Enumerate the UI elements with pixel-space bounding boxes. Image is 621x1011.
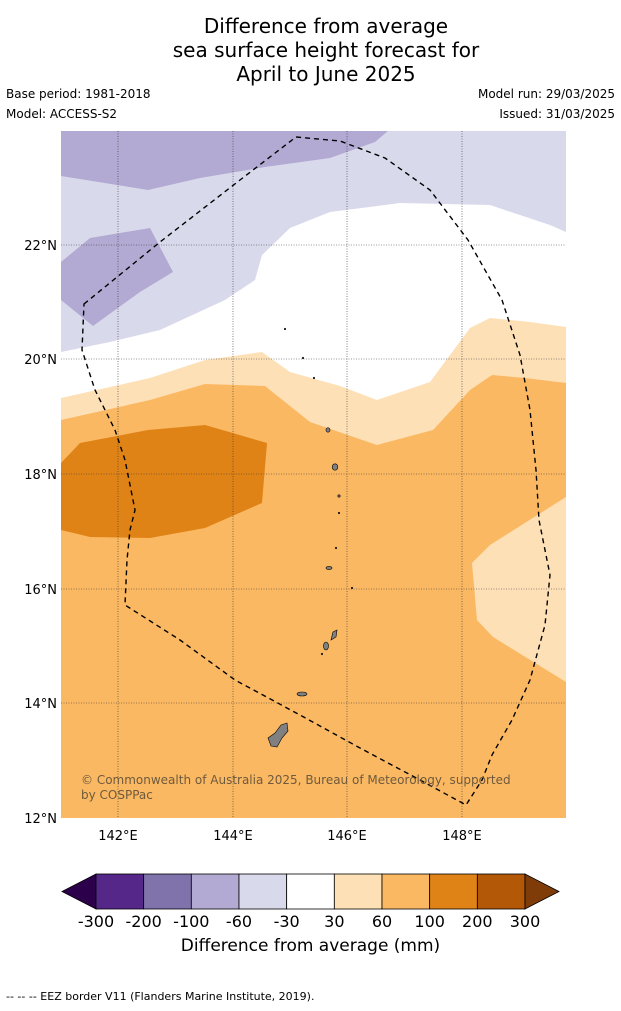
lon-label-144e: 144°E <box>213 829 253 844</box>
title-line-2: sea surface height forecast for <box>172 38 480 62</box>
lat-label-16n: 16°N <box>24 583 57 598</box>
colorbar: -300 -200 -100 -60 -30 30 60 100 200 300 <box>0 868 621 942</box>
colorbar-tick-label: 100 <box>414 912 445 931</box>
colorbar-tick-labels: -300 -200 -100 -60 -30 30 60 100 200 300 <box>78 912 540 931</box>
chart-title: Difference from average sea surface heig… <box>0 14 621 86</box>
colorbar-label: Difference from average (mm) <box>180 936 441 956</box>
colorbar-segment <box>381 873 431 910</box>
colorbar-svg: -300 -200 -100 -60 -30 30 60 100 200 300 <box>61 873 560 931</box>
title-line-1: Difference from average <box>203 14 449 38</box>
light-orange-region-southeast <box>472 497 566 682</box>
model-text: Model: ACCESS-S2 <box>6 107 118 121</box>
graticule <box>61 131 566 818</box>
tinian-island <box>323 641 329 651</box>
eez-border-line <box>81 136 551 806</box>
lat-label-22n: 22°N <box>24 239 57 254</box>
issued-text: Issued: 31/03/2025 <box>499 107 615 121</box>
colorbar-segment <box>95 873 145 910</box>
anatahan-island <box>325 566 333 570</box>
lat-label-14n: 14°N <box>24 697 57 712</box>
pagan-island <box>331 463 339 471</box>
farallon-de-pajaros-island <box>283 327 287 331</box>
aguijan-island <box>320 652 324 656</box>
map-svg: © Commonwealth of Australia 2025, Bureau… <box>24 131 566 844</box>
colorbar-segment <box>238 873 288 910</box>
title-line-3: April to June 2025 <box>236 62 416 86</box>
lat-label-18n: 18°N <box>24 468 57 483</box>
sarigan-island <box>334 546 338 550</box>
light-purple-region <box>61 131 566 352</box>
colorbar-tick-label: 30 <box>324 912 344 931</box>
medium-purple-region-west <box>61 228 173 326</box>
islands <box>267 327 354 748</box>
lat-label-20n: 20°N <box>24 353 57 368</box>
copyright-line-1: © Commonwealth of Australia 2025, Bureau… <box>81 773 511 787</box>
lat-label-12n: 12°N <box>24 812 57 827</box>
rota-island <box>296 691 308 697</box>
colorbar-tick-label: 60 <box>372 912 392 931</box>
saipan-island <box>330 629 338 641</box>
guguan-island <box>337 511 341 515</box>
lon-label-148e: 148°E <box>442 829 482 844</box>
colorbar-extend-high <box>524 873 560 910</box>
alamagan-island <box>337 494 341 498</box>
colorbar-segment <box>429 873 478 910</box>
colorbar-segment <box>476 873 526 910</box>
longitude-labels: 142°E 144°E 146°E 148°E <box>98 829 482 844</box>
colorbar-tick-label: -100 <box>173 912 209 931</box>
colorbar-segment <box>190 873 240 910</box>
colorbar-tick-label: -30 <box>274 912 300 931</box>
base-period-text: Base period: 1981-2018 <box>6 87 151 101</box>
model-run-text: Model run: 29/03/2025 <box>477 87 615 101</box>
maug-island <box>301 356 305 360</box>
asuncion-island <box>312 376 316 380</box>
colorbar-tick-label: -200 <box>126 912 162 931</box>
lon-label-146e: 146°E <box>327 829 367 844</box>
colorbar-segment <box>143 873 192 910</box>
dark-orange-region <box>61 425 267 538</box>
colorbar-segments <box>61 873 560 910</box>
farallon-de-medinilla-island <box>350 586 354 590</box>
colorbar-segment <box>333 873 383 910</box>
guam-island <box>267 722 289 748</box>
map-panel: © Commonwealth of Australia 2025, Bureau… <box>0 125 621 849</box>
copyright-line-2: by COSPPac <box>81 788 153 802</box>
colorbar-segment <box>286 873 335 910</box>
colorbar-extend-low <box>61 873 97 910</box>
latitude-labels: 22°N 20°N 18°N 16°N 14°N 12°N <box>24 239 57 827</box>
medium-purple-region-north <box>61 131 388 190</box>
colorbar-tick-label: -60 <box>226 912 252 931</box>
agrihan-island <box>325 427 331 433</box>
colorbar-tick-label: 300 <box>510 912 541 931</box>
lon-label-142e: 142°E <box>98 829 138 844</box>
colorbar-tick-label: -300 <box>78 912 114 931</box>
eez-footer-note: -- -- -- EEZ border V11 (Flanders Marine… <box>6 990 315 1003</box>
colorbar-tick-label: 200 <box>462 912 493 931</box>
